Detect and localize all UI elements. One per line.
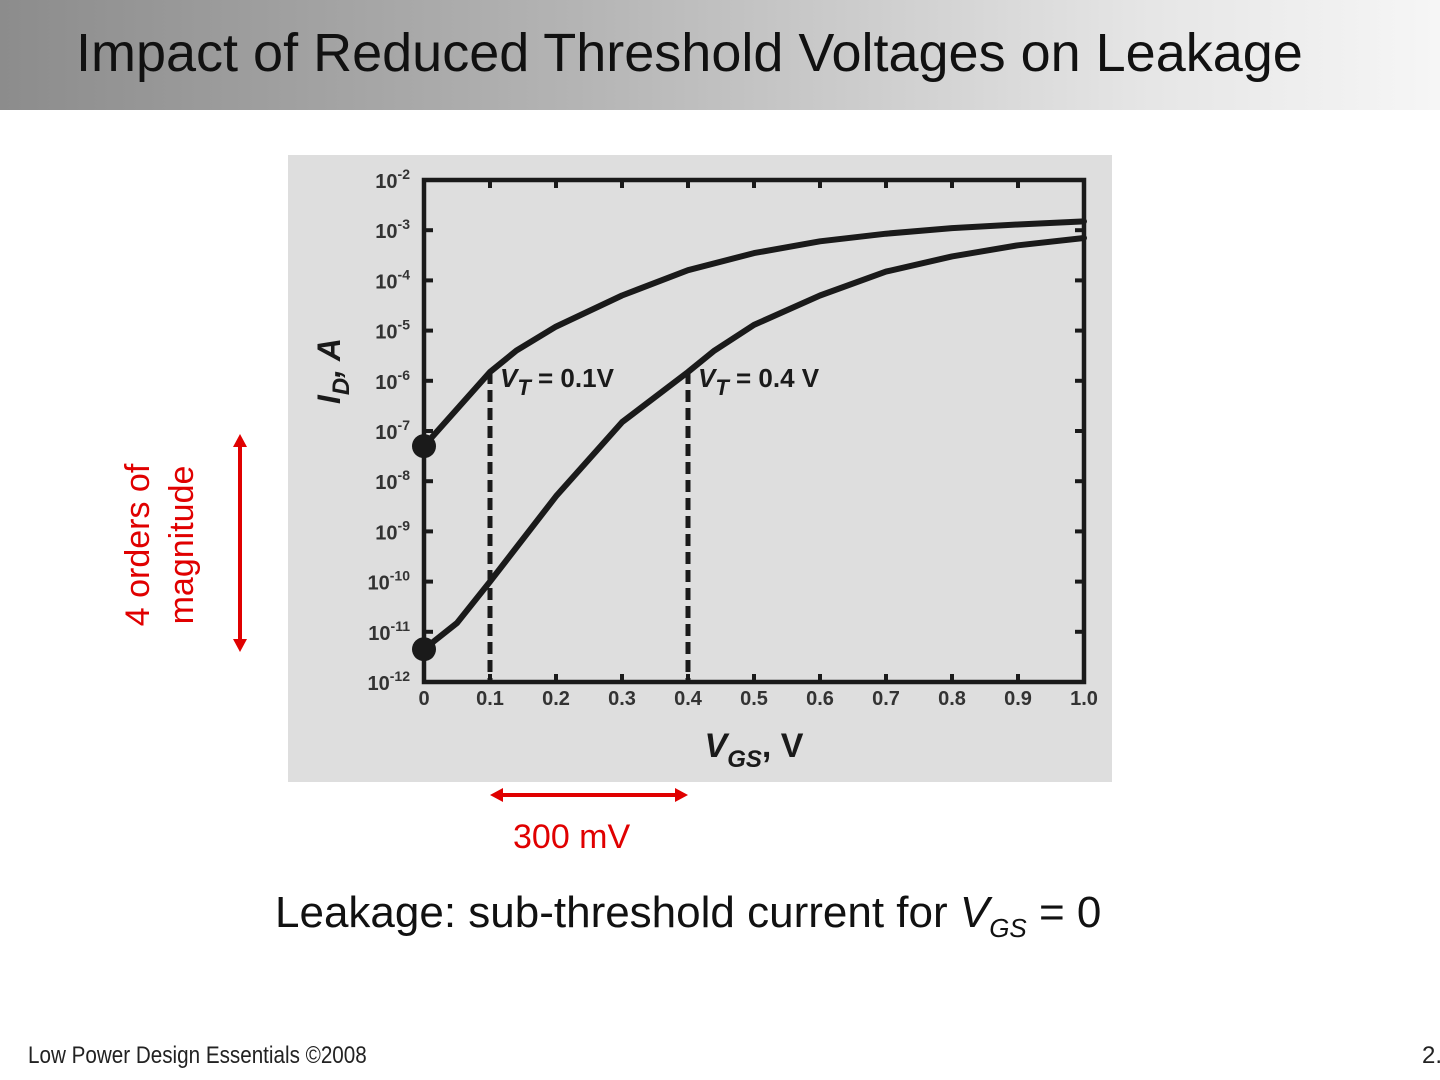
x-axis-label: VGS, V [705,727,804,773]
orders-of-magnitude-annotation: 4 orders of magnitude [116,464,204,627]
x-tick-label: 1.0 [1070,688,1098,710]
y-tick-label: 10-2 [375,166,410,193]
caption-prefix: Leakage: sub-threshold current for [275,888,960,937]
x-tick-label: 0.7 [872,688,900,710]
footer-copyright: Low Power Design Essentials ©2008 [28,1042,367,1069]
threshold-label: VT = 0.1V [500,363,615,400]
x-tick-label: 0.5 [740,688,768,710]
x-tick-label: 0.8 [938,688,966,710]
vertical-double-arrow [233,434,247,652]
y-tick-label: 10-11 [368,618,410,645]
y-tick-label: 10-10 [368,568,411,595]
x-tick-label: 0.1 [476,688,504,710]
x-tick-label: 0 [418,688,429,710]
slide-title: Impact of Reduced Threshold Voltages on … [76,23,1303,83]
caption-var: V [959,888,990,937]
y-tick-label: 10-12 [368,668,411,695]
caption-suffix: = 0 [1026,888,1102,937]
y-tick-label: 10-5 [375,317,410,344]
y-tick-label: 10-6 [375,367,410,394]
slide-number: 2. [1422,1042,1440,1069]
x-tick-label: 0.4 [674,688,703,710]
chart-svg: 0 0.1 0.2 0.3 0.4 0.5 0.6 0.7 0.8 0.9 1.0 10-2 10-3 1… [288,155,1112,782]
y-tick-label: 10-4 [375,266,410,293]
data-point-marker [412,434,436,459]
caption: Leakage: sub-threshold current for VGS =… [275,888,1101,944]
annotation-left-line2: magnitude [163,465,201,625]
x-tick-label: 0.2 [542,688,570,710]
chart: 0 0.1 0.2 0.3 0.4 0.5 0.6 0.7 0.8 0.9 1.0 10-2 10-3 1… [288,155,1112,782]
x-tick-label: 0.6 [806,688,834,710]
y-axis-label: ID, A [311,338,355,404]
x-tick-label: 0.3 [608,688,636,710]
millivolt-annotation: 300 mV [513,818,631,856]
y-tick-label: 10-9 [375,517,410,544]
y-tick-label: 10-7 [375,417,410,444]
threshold-label: VT = 0.4 V [698,363,820,400]
annotation-left-line1: 4 orders of [119,463,157,627]
x-tick-label: 0.9 [1004,688,1032,710]
title-bar [0,0,1440,110]
caption-sub: GS [989,912,1027,943]
y-tick-label: 10-8 [375,467,410,494]
series-line [421,235,1087,653]
horizontal-double-arrow [490,788,688,802]
y-tick-label: 10-3 [375,216,410,243]
data-point-marker [412,637,436,662]
series-line [421,218,1087,450]
